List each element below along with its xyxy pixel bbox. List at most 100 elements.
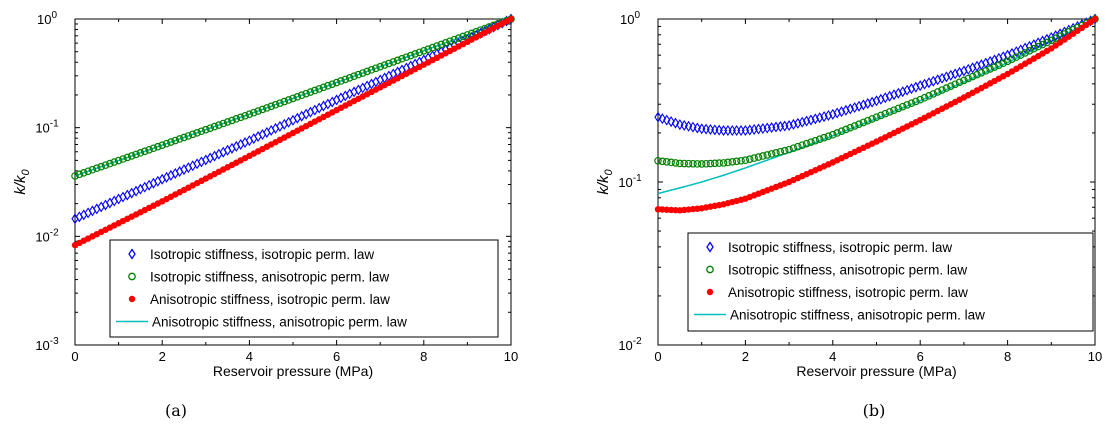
data-point (350, 72, 358, 81)
data-point (136, 149, 145, 157)
data-point (254, 107, 262, 115)
data-point (903, 101, 911, 109)
data-point (745, 155, 754, 163)
data-point (986, 65, 994, 73)
data-point (772, 149, 780, 157)
data-point (210, 122, 219, 131)
series-1 (71, 13, 515, 225)
data-point (197, 127, 206, 136)
data-point (842, 125, 850, 134)
data-point (1008, 55, 1016, 64)
data-point (306, 88, 315, 96)
x-axis-label: Reservoir pressure (MPa) (796, 363, 956, 379)
data-point (990, 63, 999, 71)
data-point (450, 35, 459, 44)
data-point (658, 157, 667, 166)
data-point (933, 88, 942, 96)
data-point (145, 145, 153, 154)
data-point (84, 167, 92, 176)
data-point (689, 121, 697, 133)
data-point (719, 159, 728, 167)
x-tick-label: 8 (420, 349, 427, 364)
chart-panel-a: 0 2 4 6 8 10 10-3 10-2 10-1 100 Reservoir pressure… (12, 10, 518, 420)
x-tick-label: 2 (742, 349, 749, 364)
legend-marker (706, 241, 714, 253)
data-point (946, 82, 955, 90)
data-point (167, 138, 175, 146)
data-point (684, 159, 693, 168)
data-point (332, 78, 341, 87)
data-point (345, 74, 354, 82)
data-point (110, 158, 119, 166)
data-point (223, 118, 232, 126)
data-point (1056, 32, 1064, 40)
data-point (855, 120, 863, 128)
legend-marker (128, 248, 136, 260)
data-point (820, 133, 828, 142)
data-point (728, 125, 736, 136)
legend-label: Isotropic stiffness, anisotropic perm. l… (728, 263, 967, 278)
data-point (689, 159, 697, 168)
data-point (437, 40, 446, 49)
data-point (964, 74, 973, 83)
data-point (1047, 36, 1056, 45)
data-point (175, 135, 184, 143)
data-point (667, 158, 675, 167)
x-axis-label: Reservoir pressure (MPa) (213, 363, 373, 379)
data-point (158, 141, 167, 149)
data-point (433, 42, 441, 50)
legend-label: Anisotropic stiffness, isotropic perm. l… (150, 292, 390, 307)
data-point (206, 124, 214, 132)
data-point (750, 154, 758, 162)
data-point (728, 158, 737, 166)
series-3 (71, 15, 515, 249)
data-point (881, 109, 890, 118)
x-tick-label: 8 (1004, 349, 1011, 364)
data-point (942, 84, 951, 92)
legend-marker (128, 295, 136, 303)
legend-label: Anisotropic stiffness, anisotropic perm.… (152, 315, 407, 330)
series-2 (71, 15, 515, 180)
data-point (885, 108, 894, 116)
data-point (663, 114, 671, 126)
x-tick-label: 4 (246, 349, 253, 364)
data-point (114, 156, 123, 165)
data-point (658, 113, 667, 125)
data-point (662, 158, 671, 166)
data-point (93, 164, 101, 173)
data-point (149, 144, 158, 153)
data-point (711, 159, 719, 168)
data-point (907, 99, 916, 107)
y-axis: 10-2 10-1 100 (618, 10, 1095, 353)
data-point (995, 61, 1003, 69)
x-tick-label: 0 (71, 349, 78, 364)
legend: Isotropic stiffness, isotropic perm. law… (687, 232, 1094, 332)
data-point (188, 130, 197, 139)
y-axis: 10-3 10-2 10-1 100 (35, 10, 511, 353)
legend-box (109, 239, 499, 338)
data-point (319, 83, 328, 92)
y-tick-label: 100 (620, 10, 640, 27)
data-point (715, 159, 723, 167)
data-point (180, 133, 188, 142)
data-point (824, 132, 833, 141)
data-point (868, 115, 876, 123)
data-point (406, 51, 415, 60)
data-point (898, 102, 907, 111)
data-point (446, 37, 454, 46)
data-point (280, 97, 289, 106)
data-point (1030, 44, 1038, 53)
data-point (811, 136, 820, 145)
data-point (684, 120, 693, 132)
legend-marker (706, 288, 714, 296)
data-point (324, 81, 332, 90)
data-point (732, 157, 741, 166)
data-point (376, 62, 385, 71)
y-tick-label: 10-1 (618, 173, 642, 190)
panel-caption: (b) (863, 401, 886, 420)
data-point (724, 125, 732, 136)
data-point (193, 128, 201, 137)
data-point (920, 93, 929, 102)
data-point (938, 86, 946, 94)
